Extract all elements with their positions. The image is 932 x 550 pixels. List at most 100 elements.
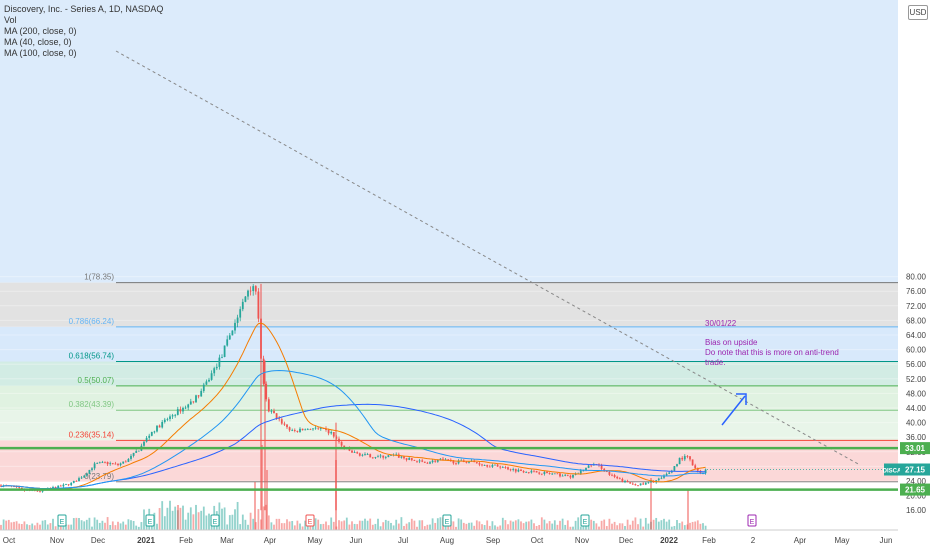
candle-body: [626, 480, 629, 483]
candle-body: [137, 450, 140, 452]
candle-body: [587, 465, 590, 468]
price-tick: 52.00: [906, 375, 927, 384]
time-axis[interactable]: Oct Nov Dec 2021 Feb Mar Apr May Jun Jul Aug Sep Oct…: [0, 529, 932, 550]
legend-ma200[interactable]: MA (200, close, 0): [4, 26, 77, 36]
price-tick: 16.00: [906, 506, 927, 515]
candle-body: [96, 463, 99, 464]
candle-body: [356, 452, 359, 454]
earnings-marker-0[interactable]: [57, 514, 67, 527]
earnings-marker-3[interactable]: [305, 514, 315, 527]
candle-body: [62, 484, 65, 487]
volume-bar: [702, 523, 704, 530]
candle-body: [561, 475, 564, 477]
candle-body: [280, 419, 283, 424]
volume-bar: [397, 523, 400, 530]
legend-title[interactable]: Discovery, Inc. - Series A, 1D, NASDAQ: [4, 4, 164, 14]
price-tick: 60.00: [906, 346, 927, 355]
candle-body: [657, 478, 660, 481]
band-5: [0, 440, 898, 482]
volume-bar: [504, 520, 507, 530]
volume-bar: [249, 512, 252, 530]
candle-body: [83, 475, 86, 478]
candle-body: [691, 459, 694, 466]
candle-body: [143, 441, 145, 446]
volume-bar: [655, 517, 658, 530]
volume-bar: [288, 521, 291, 530]
earnings-marker-4[interactable]: [442, 514, 452, 527]
candle-body: [660, 477, 663, 479]
candle-body: [54, 487, 57, 489]
earnings-marker-2[interactable]: [210, 514, 220, 527]
legend-ma100[interactable]: MA (100, close, 0): [4, 48, 77, 58]
candle-body: [546, 471, 548, 474]
candle-body: [52, 487, 54, 489]
candle-body: [436, 459, 439, 462]
volume-bar: [699, 523, 702, 530]
candle-body: [613, 475, 616, 477]
volume-bar: [592, 520, 595, 530]
fib-label-1: 0.786(66.24): [69, 317, 115, 326]
chart-legend: Discovery, Inc. - Series A, 1D, NASDAQ V…: [4, 4, 163, 59]
trendline-line[interactable]: [115, 50, 861, 466]
volume-bar: [174, 506, 177, 530]
volume-bar: [644, 517, 647, 530]
earnings-marker-5[interactable]: [580, 514, 590, 527]
candle-body: [629, 482, 632, 484]
candle-body: [634, 484, 637, 486]
candle-body: [200, 390, 203, 397]
volume-bar: [18, 523, 21, 530]
candle-body: [457, 460, 460, 464]
volume-bar: [161, 501, 164, 530]
candle-body: [231, 330, 234, 336]
note-line-1: Bias on upside: [705, 338, 758, 347]
candle-body: [520, 469, 522, 472]
volume-bar: [569, 526, 572, 530]
time-tick: Feb: [702, 536, 716, 545]
volume-bar: [473, 525, 476, 530]
note-line-2: Do note that this is more on anti-trend: [705, 348, 839, 357]
legend-ma40[interactable]: MA (40, close, 0): [4, 37, 72, 47]
candlesticks: [0, 283, 707, 511]
volume-bar: [530, 519, 533, 530]
volume-bar: [195, 504, 197, 530]
candle-body: [85, 473, 88, 476]
symbol-label: DISCA: [883, 469, 902, 475]
volume-bar: [7, 519, 10, 530]
candle-body: [223, 345, 226, 357]
volume-bar: [673, 525, 676, 530]
volume-bar: [387, 520, 390, 530]
candle-body: [543, 471, 546, 475]
volume-bar: [275, 518, 278, 530]
volume-bar: [410, 518, 413, 530]
volume-bar: [540, 517, 543, 530]
volume-bar: [403, 525, 405, 530]
volume-bar: [465, 523, 468, 530]
candle-body: [686, 456, 689, 457]
diagonal-trendline[interactable]: [115, 50, 861, 466]
candle-body: [538, 472, 541, 474]
volume-bar: [486, 520, 489, 530]
legend-volume[interactable]: Vol: [4, 15, 17, 25]
candle-body: [465, 462, 468, 463]
volume-bar: [574, 520, 577, 530]
currency-button[interactable]: USD: [908, 5, 928, 20]
earnings-marker-1[interactable]: [145, 514, 155, 527]
volume-bar: [598, 526, 600, 530]
volume-bar: [236, 501, 239, 530]
candle-body: [210, 373, 213, 380]
price-axis[interactable]: 16.0020.0024.0028.0032.0036.0040.0044.00…: [898, 0, 932, 550]
volume-bar: [179, 507, 182, 530]
volume-bar: [356, 524, 359, 530]
time-tick: Jun: [880, 536, 893, 545]
earnings-marker-6[interactable]: [747, 514, 757, 527]
horizontal-support-resistance[interactable]: 33.01 21.65: [0, 442, 930, 496]
candle-body: [533, 470, 535, 472]
earnings-label-0: E: [60, 519, 65, 526]
time-tick: Feb: [179, 536, 193, 545]
candle-body: [122, 461, 125, 464]
volume-bar: [621, 523, 624, 530]
ma-100-line: [0, 369, 706, 489]
candle-body: [397, 454, 400, 458]
